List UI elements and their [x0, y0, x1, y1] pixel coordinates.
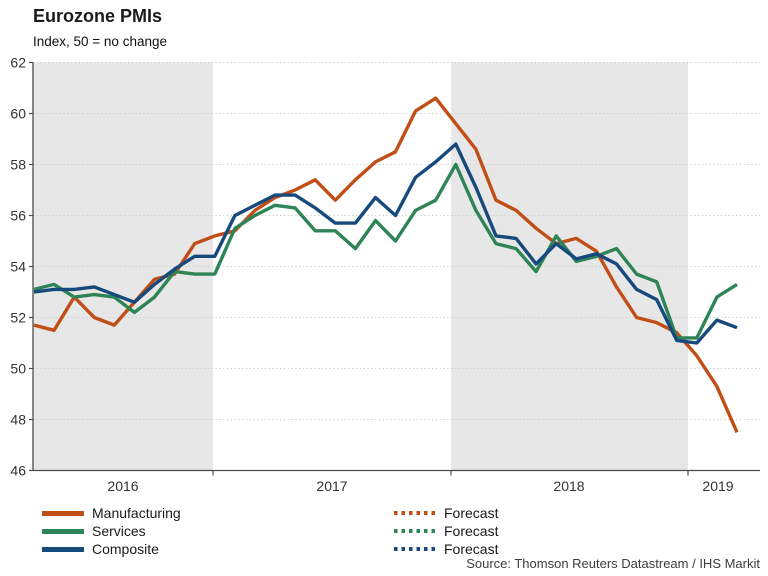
series-line-manufacturing — [33, 96, 739, 433]
y-tick-label: 62 — [10, 55, 26, 71]
x-year-label: 2017 — [316, 478, 347, 494]
y-tick-label: 48 — [10, 412, 26, 428]
x-year-label: 2019 — [702, 478, 733, 494]
y-tick-label: 50 — [10, 361, 26, 377]
y-tick-label: 46 — [10, 463, 26, 479]
composite-line-swatch — [42, 546, 84, 552]
composite-forecast-swatch — [394, 547, 436, 551]
manufacturing-line-swatch — [42, 510, 84, 516]
legend-label: Forecast — [444, 505, 499, 521]
legend-item-composite-forecast: Forecast — [394, 540, 498, 558]
legend-item-services: Services — [42, 522, 181, 540]
legend-left-column: Manufacturing Services Composite — [42, 504, 181, 558]
x-year-label: 2016 — [107, 478, 138, 494]
legend-item-manufacturing-forecast: Forecast — [394, 504, 498, 522]
y-tick-label: 60 — [10, 106, 26, 122]
y-tick-label: 58 — [10, 157, 26, 173]
legend-item-manufacturing: Manufacturing — [42, 504, 181, 522]
page-title: Eurozone PMIs — [33, 6, 163, 26]
legend-label: Forecast — [444, 541, 499, 557]
source-attribution: Source: Thomson Reuters Datastream / IHS… — [466, 556, 760, 571]
legend-item-services-forecast: Forecast — [394, 522, 498, 540]
manufacturing-forecast-swatch — [394, 511, 436, 515]
legend-item-composite: Composite — [42, 540, 181, 558]
legend-label: Manufacturing — [92, 505, 181, 521]
series-line-services — [33, 162, 738, 340]
legend-label: Composite — [92, 541, 159, 557]
y-tick-label: 54 — [10, 259, 26, 275]
legend-label: Services — [92, 523, 146, 539]
y-tick-label: 56 — [10, 208, 26, 224]
services-line-swatch — [42, 528, 84, 534]
series-line-composite — [33, 142, 738, 345]
y-tick-label: 52 — [10, 310, 26, 326]
x-year-label: 2018 — [553, 478, 584, 494]
legend-label: Forecast — [444, 523, 499, 539]
legend-right-column: Forecast Forecast Forecast — [394, 504, 498, 558]
page-subtitle: Index, 50 = no change — [33, 34, 167, 49]
year-shading-band-2016 — [33, 62, 213, 471]
services-forecast-swatch — [394, 529, 436, 533]
